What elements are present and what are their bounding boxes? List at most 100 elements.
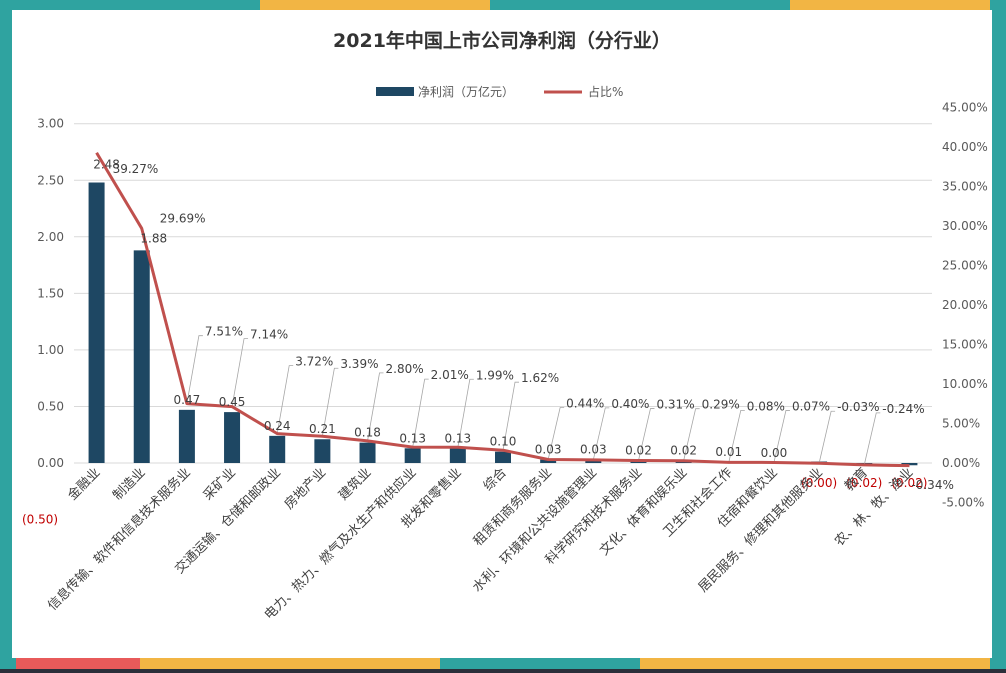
right-tick-label: 40.00% — [942, 140, 988, 154]
bar-value-label: 0.24 — [264, 419, 291, 433]
category-label: 采矿业 — [201, 465, 239, 503]
category-label: 制造业 — [110, 465, 148, 503]
ratio-value-label: 7.51% — [205, 325, 243, 339]
ratio-value-label: 0.31% — [656, 398, 694, 412]
left-tick-label: (0.50) — [22, 513, 58, 527]
left-axis-ticks: (0.50) 0.00 0.50 1.00 1.50 2.00 2.50 3.00 — [22, 117, 64, 527]
left-tick-label: 2.50 — [37, 173, 64, 187]
leader-line — [367, 372, 384, 441]
ratio-value-label: 1.99% — [476, 368, 514, 382]
leader-line — [863, 412, 881, 465]
category-label: 文化、体育和娱乐业 — [596, 465, 690, 559]
bar-value-label: 0.13 — [399, 431, 426, 445]
legend: 净利润（万亿元） 占比% — [376, 84, 623, 99]
right-tick-label: 0.00% — [942, 456, 980, 470]
bar-value-label: (0.02) — [891, 476, 927, 490]
bar-value-label: 0.21 — [309, 422, 336, 436]
left-tick-label: 1.00 — [37, 343, 64, 357]
bar — [540, 459, 557, 463]
leader-line — [773, 410, 790, 463]
ratio-value-label: 0.40% — [611, 397, 649, 411]
bar-value-label: (0.02) — [846, 476, 882, 490]
bar — [449, 448, 466, 463]
ratio-value-label: 2.01% — [431, 368, 469, 382]
bar-value-labels: 2.48 1.88 0.47 0.45 0.24 0.21 0.18 0.13 0.13 0.10… — [93, 158, 927, 490]
legend-line-label: 占比% — [588, 84, 623, 99]
category-label: 综合 — [481, 465, 510, 494]
left-tick-label: 2.00 — [37, 230, 64, 244]
ratio-value-label: 0.08% — [747, 399, 785, 413]
right-tick-label: 25.00% — [942, 259, 988, 273]
leader-line — [321, 367, 339, 437]
right-tick-label: -5.00% — [942, 496, 984, 510]
leader-line — [683, 408, 700, 461]
leader-line — [728, 409, 745, 463]
bar — [901, 463, 918, 466]
leader-line — [231, 338, 249, 407]
bar-value-label: 0.45 — [219, 395, 246, 409]
ratio-value-label: -0.24% — [882, 402, 924, 416]
right-tick-label: 15.00% — [942, 338, 988, 352]
combo-chart: 2021年中国上市公司净利润（分行业） 净利润（万亿元） 占比% (0.50) 0… — [22, 29, 988, 623]
left-tick-label: 3.00 — [37, 117, 64, 131]
ratio-line-path — [95, 151, 910, 468]
leader-line — [186, 335, 203, 404]
right-tick-label: 10.00% — [942, 377, 988, 391]
bar-value-label: 0.00 — [761, 446, 788, 460]
leader-line — [502, 381, 519, 451]
ratio-value-label: 0.44% — [566, 397, 604, 411]
left-tick-label: 1.50 — [37, 286, 64, 300]
leader-line — [547, 407, 565, 460]
bar-value-label: 1.88 — [140, 231, 167, 245]
bar — [133, 250, 150, 463]
left-tick-label: 0.00 — [37, 456, 64, 470]
legend-bar-swatch — [376, 87, 414, 96]
ratio-value-label: 0.07% — [792, 399, 830, 413]
bar-value-label: 0.18 — [354, 426, 381, 440]
category-label: 房地产业 — [281, 465, 329, 513]
ratio-value-label: 2.80% — [386, 362, 424, 376]
category-label: 金融业 — [65, 465, 104, 504]
ratio-value-label: 29.69% — [160, 211, 206, 225]
bar — [359, 442, 376, 463]
bar — [224, 412, 241, 463]
bar-value-label: 0.02 — [625, 444, 652, 458]
bar — [269, 435, 286, 463]
ratio-value-label: 3.72% — [295, 355, 333, 369]
bar — [404, 448, 421, 463]
leader-line — [818, 410, 836, 464]
right-tick-label: 35.00% — [942, 180, 988, 194]
leader-line — [276, 365, 294, 434]
leader-line — [638, 408, 655, 461]
ratio-line — [95, 151, 910, 468]
leader-line — [457, 378, 474, 448]
ratio-value-label: 1.62% — [521, 371, 559, 385]
bar-value-label: 0.02 — [670, 444, 697, 458]
ratio-value-label: 7.14% — [250, 328, 288, 342]
ratio-value-labels: 39.27% 29.69% 7.51% 7.14% 3.72% 3.39% 2.80% 2.0… — [113, 162, 954, 492]
right-tick-label: 5.00% — [942, 417, 980, 431]
leader-line — [592, 407, 610, 460]
category-label: 租赁和商务服务业 — [470, 465, 555, 550]
bar-value-label: 0.03 — [580, 443, 607, 457]
bar-value-label: 2.48 — [93, 158, 120, 172]
bar-value-label: 0.13 — [444, 431, 471, 445]
ratio-value-label: 3.39% — [340, 357, 378, 371]
bar — [314, 439, 331, 463]
chart-panel: 2021年中国上市公司净利润（分行业） 净利润（万亿元） 占比% (0.50) 0… — [12, 10, 992, 658]
bar — [178, 409, 195, 463]
right-tick-label: 20.00% — [942, 298, 988, 312]
ratio-value-label: 0.29% — [702, 398, 740, 412]
ratio-value-label: -0.03% — [837, 400, 879, 414]
ratio-value-label: 39.27% — [113, 162, 159, 176]
category-label: 建筑业 — [335, 465, 374, 504]
bar — [88, 182, 105, 463]
bar-value-label: 0.03 — [535, 443, 562, 457]
ratio-value-label: -0.34% — [911, 478, 953, 492]
bar-value-label: 0.10 — [490, 435, 517, 449]
bar — [495, 451, 511, 463]
category-labels: 金融业 制造业信息传输、软件和信息技术服务业 采矿业交通运输、仓储和邮政业房地产业建… — [45, 465, 917, 623]
bar-value-label: 0.01 — [715, 445, 742, 459]
right-axis-ticks: -5.00% 0.00% 5.00% 10.00% 15.00% 20.00% 25.00%… — [942, 101, 988, 510]
left-tick-label: 0.50 — [37, 399, 64, 413]
